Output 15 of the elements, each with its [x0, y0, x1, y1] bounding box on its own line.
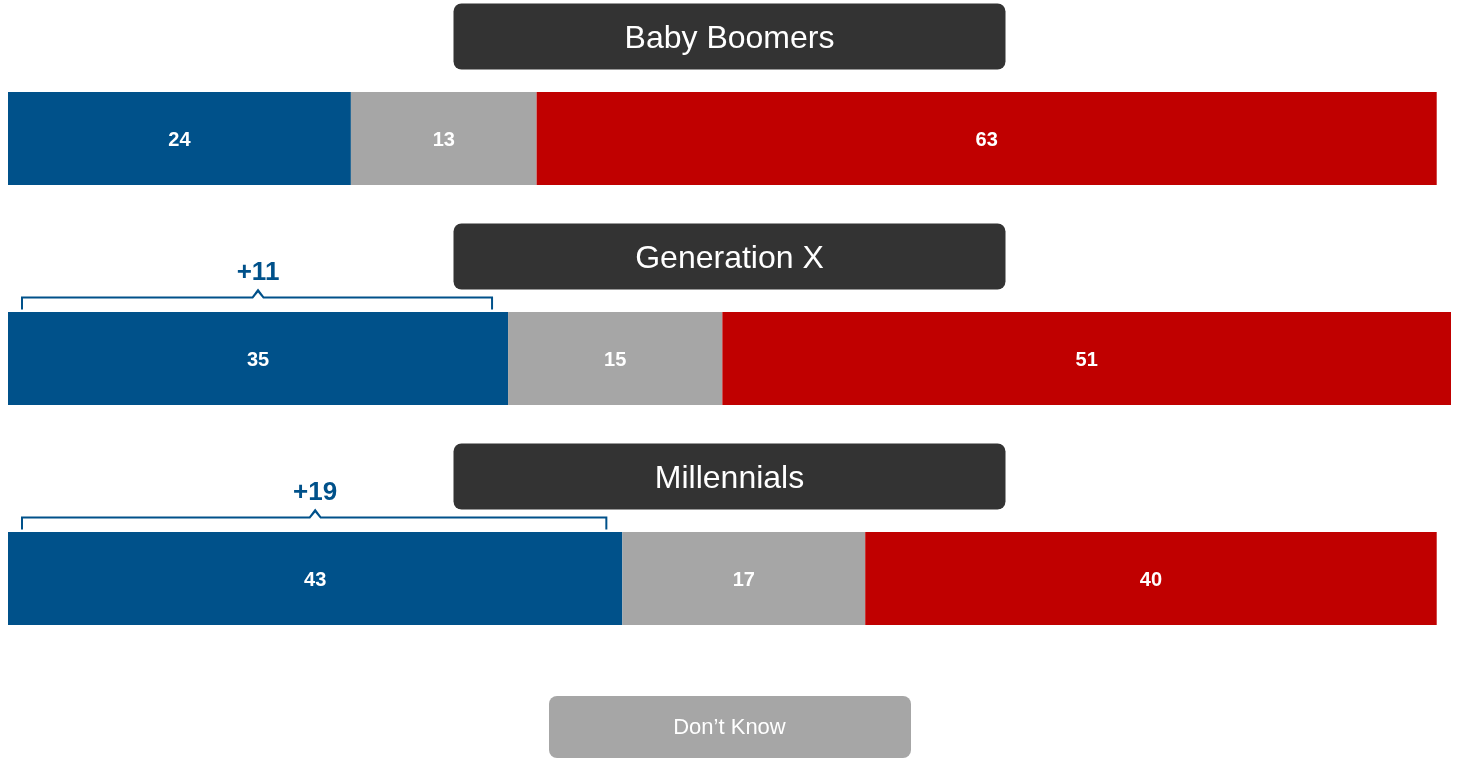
- y-tick-label: Millennials: [654, 458, 805, 495]
- data-label: 24: [168, 127, 192, 150]
- data-label: 63: [975, 127, 998, 150]
- data-label: 43: [304, 567, 327, 590]
- data-label: 35: [246, 347, 270, 370]
- annotation: +19: [293, 475, 338, 506]
- data-label: 13: [432, 127, 455, 150]
- text: Don’t Know: [548, 696, 911, 758]
- data-label: 15: [604, 347, 627, 370]
- data-label: 40: [1139, 567, 1163, 590]
- data-label: 17: [732, 567, 755, 590]
- y-tick-label: Baby Boomers: [624, 18, 835, 55]
- annotation: +11: [236, 255, 280, 286]
- data-label: 51: [1075, 347, 1098, 370]
- y-tick-label: Generation X: [635, 238, 824, 275]
